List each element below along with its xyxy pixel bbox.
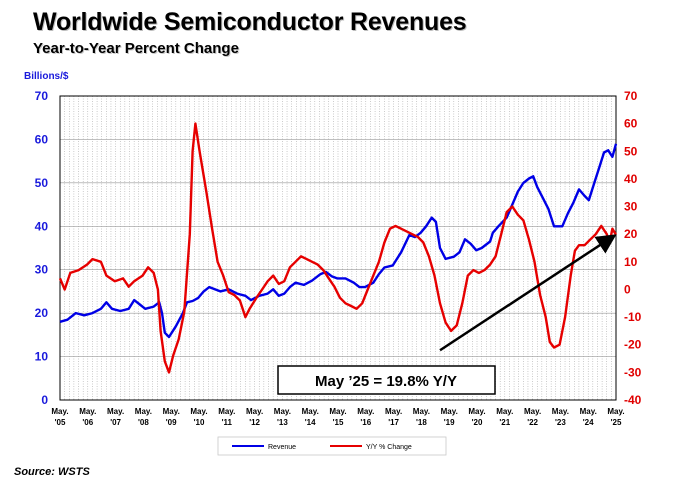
source-note: Source: WSTS: [14, 466, 90, 478]
right-tick-label: 70: [624, 89, 638, 103]
right-axis-ticks: -40 -30 -20 -10 0 10 20 30 40 50 60 70: [624, 89, 642, 407]
x-tick-month: May.: [135, 407, 152, 416]
x-tick-year: '24: [583, 418, 594, 427]
right-tick-label: 0: [624, 282, 631, 296]
x-tick-month: May.: [163, 407, 180, 416]
x-tick-month: May.: [107, 407, 124, 416]
x-tick-month: May.: [190, 407, 207, 416]
x-tick-month: May.: [274, 407, 291, 416]
x-tick-month: May.: [413, 407, 430, 416]
chart-subtitle: Year-to-Year Percent Change: [33, 40, 239, 57]
x-tick-year: '11: [222, 418, 233, 427]
right-tick-label: 60: [624, 117, 638, 131]
right-tick-label: 30: [624, 200, 638, 214]
right-tick-label: -40: [624, 393, 642, 407]
x-tick-month: May.: [524, 407, 541, 416]
legend: Revenue Y/Y % Change: [217, 436, 447, 456]
series-lines: [58, 122, 618, 374]
x-tick-year: '14: [305, 418, 316, 427]
x-tick-year: '21: [499, 418, 510, 427]
x-tick-year: '06: [82, 418, 93, 427]
x-tick-year: '17: [388, 418, 399, 427]
x-tick-month: May.: [51, 407, 68, 416]
x-tick-month: May.: [357, 407, 374, 416]
x-tick-month: May.: [607, 407, 624, 416]
left-axis-unit-label: Billions/$: [24, 71, 69, 82]
x-tick-year: '19: [444, 418, 455, 427]
x-tick-year: '20: [472, 418, 483, 427]
x-tick-year: '13: [277, 418, 288, 427]
right-tick-label: 50: [624, 144, 638, 158]
x-tick-year: '22: [527, 418, 538, 427]
x-tick-year: '05: [55, 418, 66, 427]
x-tick-month: May.: [385, 407, 402, 416]
chart-title: Worldwide Semiconductor Revenues: [33, 8, 467, 36]
left-tick-label: 50: [35, 176, 49, 190]
left-tick-label: 0: [41, 393, 48, 407]
left-tick-label: 30: [35, 263, 49, 277]
annotation-group: May ’25 = 19.8% Y/Y: [277, 234, 617, 395]
left-tick-label: 10: [35, 350, 49, 364]
x-tick-year: '09: [166, 418, 177, 427]
right-tick-label: 40: [624, 172, 638, 186]
annotation-arrow: [439, 234, 617, 352]
left-tick-label: 20: [35, 306, 49, 320]
x-tick-month: May.: [218, 407, 235, 416]
x-tick-year: '08: [138, 418, 149, 427]
chart-grid: [59, 95, 617, 401]
x-tick-month: May.: [496, 407, 513, 416]
x-tick-month: May.: [580, 407, 597, 416]
x-tick-year: '16: [360, 418, 371, 427]
revenue-line: [59, 143, 618, 339]
left-tick-label: 70: [35, 89, 49, 103]
yoy-change-line: [58, 122, 618, 374]
x-tick-year: '07: [110, 418, 121, 427]
left-tick-label: 60: [35, 132, 49, 146]
x-tick-year: '15: [333, 418, 344, 427]
x-tick-year: '25: [611, 418, 622, 427]
right-tick-label: -10: [624, 310, 642, 324]
x-tick-month: May.: [79, 407, 96, 416]
right-tick-label: 10: [624, 255, 638, 269]
annotation-text: May ’25 = 19.8% Y/Y: [315, 373, 457, 390]
legend-label-revenue: Revenue: [268, 444, 296, 451]
x-tick-month: May.: [441, 407, 458, 416]
annotation-box: [277, 365, 496, 395]
x-tick-year: '10: [194, 418, 205, 427]
right-tick-label: -30: [624, 365, 642, 379]
x-tick-year: '18: [416, 418, 427, 427]
x-axis-ticks: May. '05 May. '06 May. '07 May. '08 May. '09 May. '…: [51, 407, 624, 427]
x-tick-year: '12: [249, 418, 260, 427]
x-tick-year: '23: [555, 418, 566, 427]
x-tick-month: May.: [302, 407, 319, 416]
x-tick-month: May.: [246, 407, 263, 416]
right-tick-label: -20: [624, 338, 642, 352]
legend-label-yoy: Y/Y % Change: [366, 444, 412, 451]
left-axis-ticks: 0 10 20 30 40 50 60 70: [35, 89, 49, 407]
x-tick-month: May.: [468, 407, 485, 416]
x-tick-month: May.: [552, 407, 569, 416]
left-tick-label: 40: [35, 219, 49, 233]
x-tick-month: May.: [329, 407, 346, 416]
right-tick-label: 20: [624, 227, 638, 241]
